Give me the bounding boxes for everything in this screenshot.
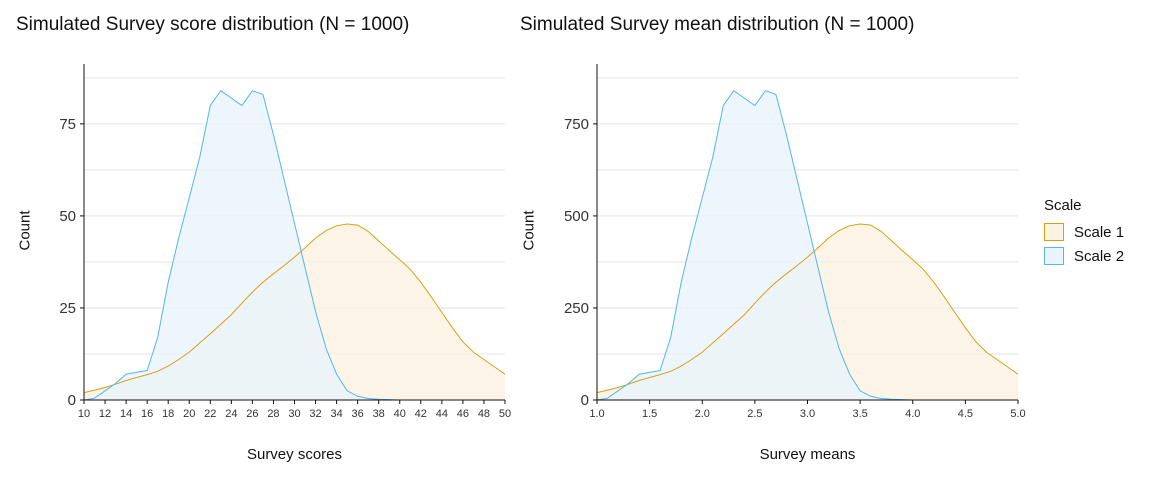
x-tick-label: 10 — [78, 408, 90, 420]
legend-item-scale-2: Scale 2 — [1044, 244, 1124, 268]
legend-swatch-scale-1 — [1044, 223, 1064, 241]
x-tick-label: 38 — [373, 408, 385, 420]
x-tick-label: 22 — [204, 408, 216, 420]
x-tick-label: 2.5 — [747, 408, 762, 420]
chart-title: Simulated Survey score distribution (N =… — [16, 14, 410, 35]
series-line-scale-2 — [596, 90, 913, 401]
series-line-scale-2 — [83, 90, 400, 401]
x-tick-label: 30 — [288, 408, 300, 420]
x-tick-label: 40 — [394, 408, 406, 420]
x-tick-label: 14 — [120, 408, 132, 420]
x-axis-label: Survey scores — [246, 446, 343, 463]
x-tick-label: 50 — [499, 408, 511, 420]
y-tick-label: 25 — [59, 300, 76, 317]
x-tick-label: 12 — [99, 408, 111, 420]
legend-label: Scale 2 — [1074, 247, 1125, 265]
y-tick-label: 0 — [68, 392, 76, 409]
x-tick-label: 32 — [309, 408, 321, 420]
x-tick-label: 20 — [183, 408, 195, 420]
legend-label: Scale 1 — [1074, 223, 1125, 241]
series-fill-scale-2 — [597, 90, 913, 400]
x-tick-label: 36 — [352, 408, 364, 420]
y-tick-label: 75 — [59, 116, 76, 133]
legend-swatch-scale-2 — [1044, 247, 1064, 265]
x-tick-label: 28 — [267, 408, 279, 420]
y-tick-label: 500 — [564, 208, 589, 225]
series-fill-scale-2 — [84, 90, 400, 400]
y-axis-label: Count — [16, 210, 34, 251]
legend-title: Scale — [1044, 197, 1082, 214]
x-tick-label: 4.0 — [905, 408, 920, 420]
x-tick-label: 3.0 — [800, 408, 815, 420]
legend-item-scale-1: Scale 1 — [1044, 220, 1124, 244]
x-tick-label: 16 — [141, 408, 153, 420]
x-tick-label: 26 — [246, 408, 258, 420]
y-axis-label: Count — [520, 210, 538, 251]
x-tick-label: 48 — [478, 408, 490, 420]
x-tick-label: 46 — [457, 408, 469, 420]
x-tick-label: 44 — [436, 408, 448, 420]
chart-title: Simulated Survey mean distribution (N = … — [520, 14, 915, 35]
x-tick-label: 1.0 — [589, 408, 604, 420]
x-tick-label: 4.5 — [958, 408, 973, 420]
legend: Scale Scale 1 Scale 2 — [1044, 197, 1124, 268]
series-line-scale-1 — [83, 223, 506, 394]
y-tick-label: 250 — [564, 300, 589, 317]
y-tick-label: 0 — [581, 392, 589, 409]
x-tick-label: 3.5 — [852, 408, 867, 420]
y-tick-label: 750 — [564, 116, 589, 133]
x-tick-label: 18 — [162, 408, 174, 420]
x-tick-label: 5.0 — [1010, 408, 1025, 420]
x-tick-label: 1.5 — [642, 408, 657, 420]
series-line-scale-1 — [596, 223, 1019, 394]
x-tick-label: 2.0 — [695, 408, 710, 420]
x-axis-label: Survey means — [759, 446, 856, 463]
x-tick-label: 34 — [330, 408, 342, 420]
x-tick-label: 24 — [225, 408, 237, 420]
y-tick-label: 50 — [59, 208, 76, 225]
x-tick-label: 42 — [415, 408, 427, 420]
